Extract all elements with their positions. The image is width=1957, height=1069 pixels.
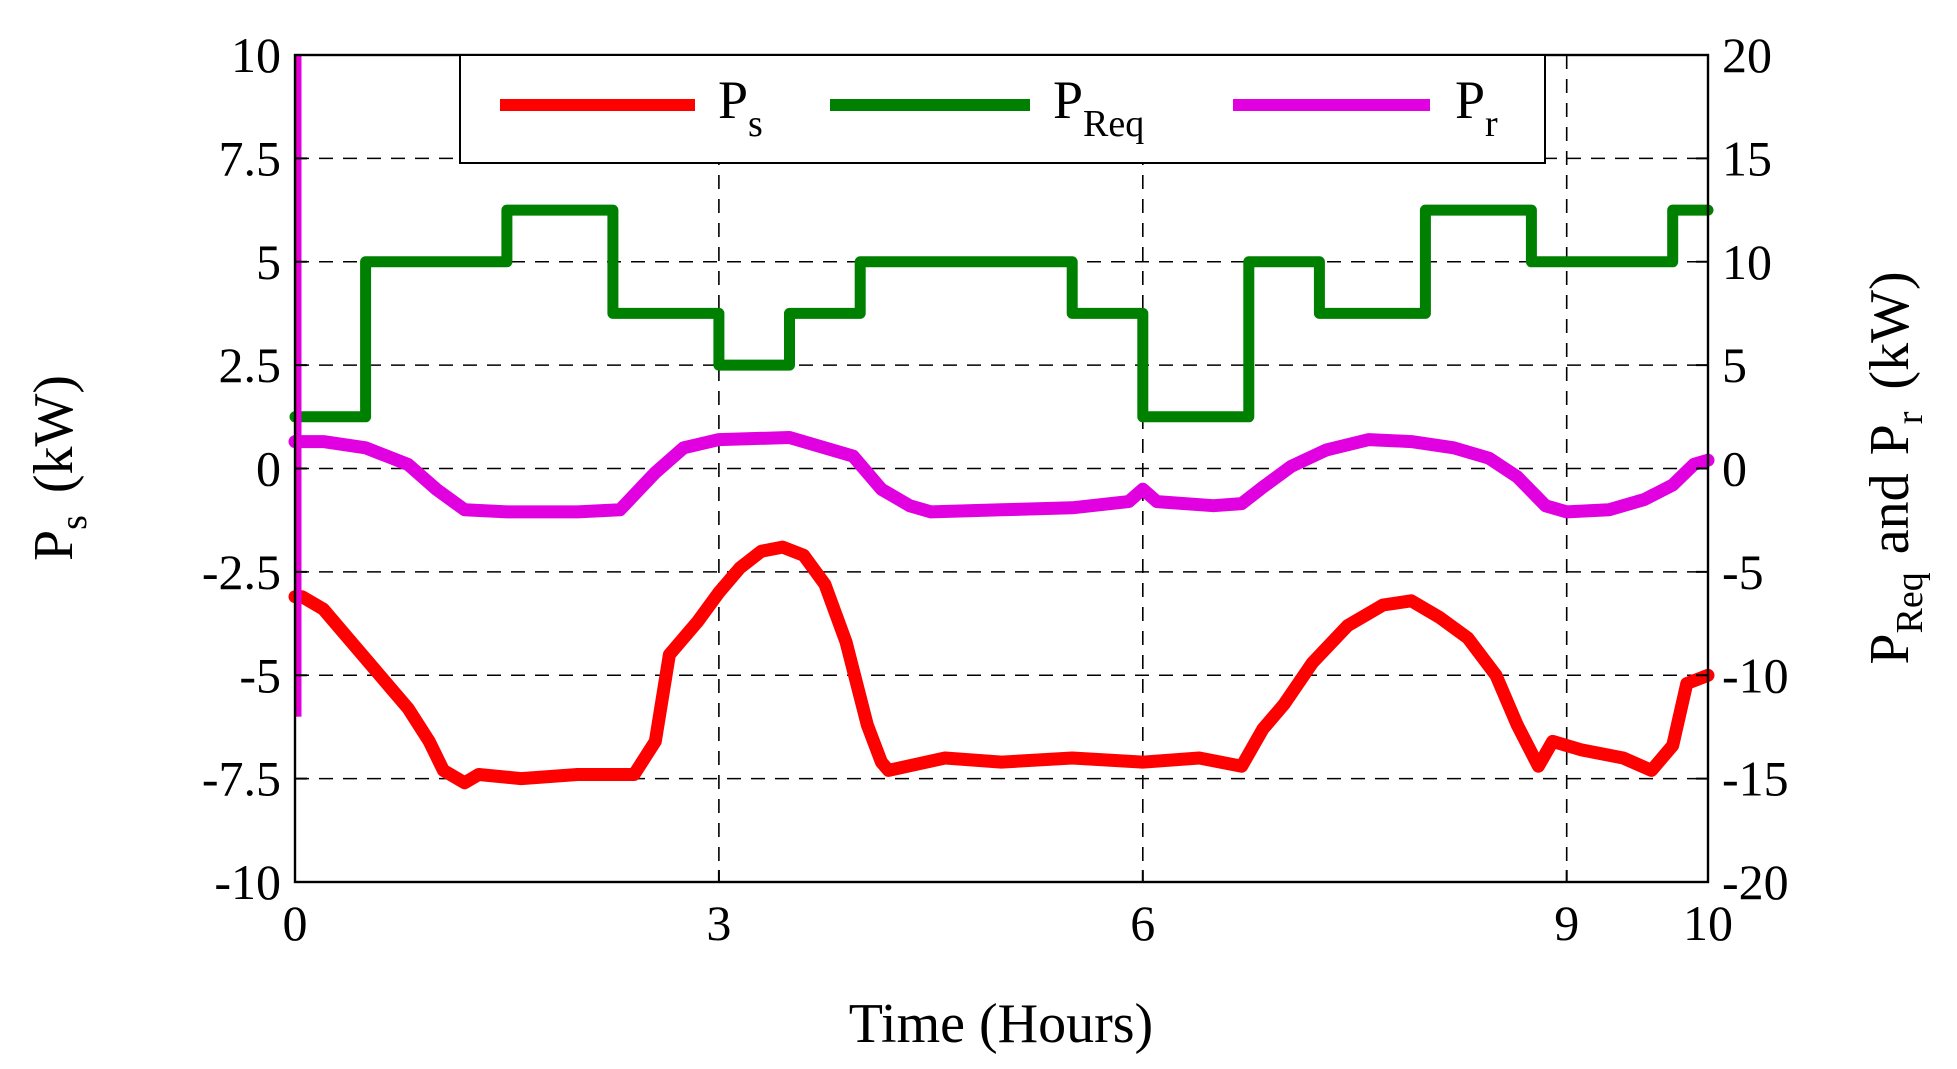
x-tick-label: 6	[1130, 895, 1155, 951]
x-tick-label: 10	[1683, 895, 1733, 951]
series-line-ps	[288, 540, 1715, 790]
y-left-label-main: P	[23, 530, 85, 561]
svg-text:PReqandPr(kW): PReqandPr(kW)	[1859, 271, 1931, 664]
y-right-label-sub-1: Req	[1889, 572, 1931, 633]
y-left-label-unit: (kW)	[23, 375, 85, 493]
svg-text:Ps(kW): Ps (kW)	[23, 375, 95, 561]
y-right-tick-label: 10	[1722, 234, 1772, 290]
y-left-tick-label: -2.5	[202, 544, 281, 600]
y-left-tick-label: -7.5	[202, 751, 281, 807]
y-left-label-sub: s	[53, 515, 95, 530]
y-right-axis-ticks: 20 15 10 5 0 -5 -10 -15 -20	[1696, 27, 1789, 910]
series-line-pr	[288, 431, 1715, 519]
y-left-tick-label: 7.5	[219, 130, 282, 186]
x-tick-label: 9	[1554, 895, 1579, 951]
y-right-tick-label: -5	[1722, 544, 1764, 600]
y-right-label-main-2: P	[1859, 424, 1921, 455]
series-lines	[288, 55, 1715, 790]
y-right-tick-label: -15	[1722, 751, 1789, 807]
y-left-tick-label: 0	[256, 441, 281, 497]
legend-label-pr: Pr	[1455, 70, 1498, 145]
y-right-label-sub-2: r	[1889, 411, 1931, 424]
y-right-tick-label: -20	[1722, 854, 1789, 910]
y-left-axis-label: Ps (kW)	[23, 375, 95, 561]
y-left-tick-label: 2.5	[219, 337, 282, 393]
y-left-tick-label: 10	[231, 27, 281, 83]
y-right-tick-label: 0	[1722, 441, 1747, 497]
y-right-label-main-1: P	[1859, 633, 1921, 664]
legend-label-ps: Ps	[718, 70, 763, 145]
series-line-preq	[289, 204, 1714, 423]
x-tick-label: 3	[706, 895, 731, 951]
y-right-tick-label: 5	[1722, 337, 1747, 393]
y-left-tick-label: -5	[239, 647, 281, 703]
legend: Ps PReq Pr	[459, 54, 1546, 164]
y-right-label-unit: (kW)	[1859, 271, 1921, 389]
y-left-axis-ticks: 10 7.5 5 2.5 0 -2.5 -5 -7.5 -10	[202, 27, 307, 910]
y-left-tick-label: -10	[214, 854, 281, 910]
y-right-tick-label: -10	[1722, 647, 1789, 703]
y-left-tick-label: 5	[256, 234, 281, 290]
x-axis-ticks: 0 3 6 9 10	[283, 870, 1733, 951]
y-right-label-and: and	[1859, 473, 1921, 554]
y-right-tick-label: 20	[1722, 27, 1772, 83]
y-right-axis-label: PReqandPr(kW)	[1859, 271, 1931, 664]
x-axis-label: Time (Hours)	[849, 993, 1153, 1055]
y-right-tick-label: 15	[1722, 130, 1772, 186]
legend-label-preq: PReq	[1053, 70, 1144, 145]
x-tick-label: 0	[283, 895, 308, 951]
